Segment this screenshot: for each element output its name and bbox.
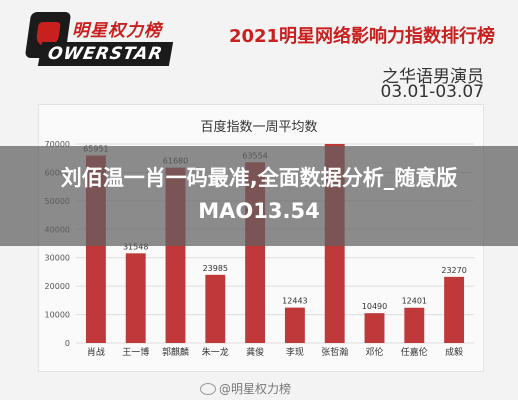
weibo-watermark: @明星权力榜 [200,380,291,397]
bar-value-label: 12401 [402,297,427,306]
y-tick-label: 10000 [45,311,70,320]
y-tick-label: 0 [65,339,70,348]
x-tick-label: 龚俊 [246,346,264,358]
chart-title: 百度指数一周平均数 [200,120,318,135]
y-tick-label: 70000 [45,140,70,149]
watermark-text: @明星权力榜 [219,382,292,396]
x-tick-label: 成毅 [445,346,463,358]
page-subtitle: 之华语男演员 [382,67,484,87]
bar-value-label: 31548 [123,242,148,251]
x-tick-label: 李现 [286,346,304,358]
x-tick-label: 肖战 [87,346,105,358]
x-tick-label: 张哲瀚 [321,346,348,358]
x-tick-label: 任嘉伦 [401,346,428,358]
bar [364,313,385,343]
weibo-icon [200,383,216,395]
bar [404,307,425,343]
x-tick-label: 郭麒麟 [162,346,189,358]
logo-title: 明星权力榜 [72,21,162,41]
x-tick-label: 朱一龙 [202,346,229,358]
x-tick-label: 王一博 [122,346,149,358]
overlay-banner-text: 刘佰温一肖一码最准,全面数据分析_随意版MAO13.54 [60,166,458,223]
bar [125,253,146,343]
bar-value-label: 12443 [282,297,307,306]
bar [205,274,226,343]
overlay-banner [0,146,518,246]
bar-value-label: 10490 [362,302,387,311]
bar [444,276,465,343]
bar [284,307,305,343]
y-tick-label: 30000 [45,254,70,263]
powerstar-logo: 明星权力榜 OWERSTAR [24,12,178,74]
x-tick-label: 邓伦 [365,346,383,358]
bar-value-label: 23270 [441,266,466,275]
date-range: 03.01-03.07 [380,82,484,102]
page-title: 2021明星网络影响力指数排行榜 [228,26,496,47]
y-tick-label: 20000 [45,282,70,291]
bar-value-label: 23985 [203,264,228,273]
